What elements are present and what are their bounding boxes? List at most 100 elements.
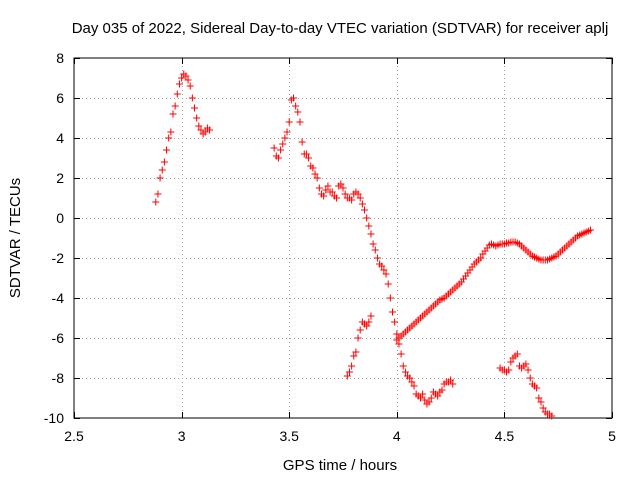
- data-point: [309, 164, 317, 172]
- data-point: [477, 254, 485, 262]
- data-point: [395, 340, 403, 348]
- y-tick-label: -2: [52, 250, 65, 266]
- data-point: [378, 262, 386, 270]
- data-point: [356, 326, 364, 334]
- axis-ticks: [74, 58, 613, 419]
- data-point: [171, 102, 179, 110]
- x-axis-title: GPS time / hours: [283, 457, 397, 474]
- x-tick-label: 4: [393, 428, 401, 444]
- series-track-1: [152, 70, 214, 206]
- data-point: [320, 192, 328, 200]
- data-point: [341, 190, 349, 198]
- data-point: [537, 398, 545, 406]
- data-point: [343, 372, 351, 380]
- data-point: [201, 128, 209, 136]
- data-point: [279, 140, 287, 148]
- data-point: [175, 80, 183, 88]
- data-point: [281, 134, 289, 142]
- data-point: [365, 318, 373, 326]
- data-point: [386, 294, 394, 302]
- data-point: [169, 110, 177, 118]
- data-point: [408, 378, 416, 386]
- y-tick-label: 4: [56, 130, 64, 146]
- data-point: [173, 90, 181, 98]
- series-track-4: [393, 226, 594, 344]
- data-point: [339, 184, 347, 192]
- data-point: [533, 384, 541, 392]
- data-point: [167, 128, 175, 136]
- data-point: [373, 254, 381, 262]
- data-point: [154, 190, 162, 198]
- data-point: [348, 196, 356, 204]
- data-point: [186, 82, 194, 90]
- data-point: [188, 94, 196, 102]
- data-point: [298, 138, 306, 146]
- data-point: [367, 230, 375, 238]
- data-point: [337, 180, 345, 188]
- data-point: [165, 134, 173, 142]
- data-point: [419, 390, 427, 398]
- y-tick-label: -6: [52, 330, 65, 346]
- data-point: [416, 394, 424, 402]
- data-point: [156, 174, 164, 182]
- x-tick-label: 3.5: [279, 428, 299, 444]
- data-point: [290, 94, 298, 102]
- series-track-3: [343, 312, 375, 380]
- data-point: [296, 118, 304, 126]
- data-point: [524, 366, 532, 374]
- data-point: [397, 350, 405, 358]
- data-point: [354, 190, 362, 198]
- chart-title: Day 035 of 2022, Sidereal Day-to-day VTE…: [72, 20, 609, 37]
- data-point: [586, 226, 594, 234]
- data-point: [522, 360, 530, 368]
- series-track-5: [496, 350, 556, 420]
- data-point: [270, 144, 278, 152]
- data-point: [535, 394, 543, 402]
- data-point: [160, 158, 168, 166]
- data-point: [399, 362, 407, 370]
- data-point: [333, 194, 341, 202]
- data-point: [328, 188, 336, 196]
- data-point: [391, 318, 399, 326]
- x-tick-label: 2.5: [64, 428, 84, 444]
- data-point: [315, 184, 323, 192]
- data-point: [367, 312, 375, 320]
- data-point: [363, 214, 371, 222]
- x-tick-labels: 2.5 3 3.5 4 4.5 5: [64, 428, 616, 444]
- data-point: [152, 198, 160, 206]
- data-point: [302, 150, 310, 158]
- data-point: [195, 122, 203, 130]
- data-point: [352, 348, 360, 356]
- data-point: [277, 146, 285, 154]
- y-axis-title: SDTVAR / TECUs: [7, 178, 24, 298]
- y-tick-label: 2: [56, 170, 64, 186]
- data-point: [191, 104, 199, 112]
- plot-frame: [73, 57, 613, 419]
- data-point: [363, 322, 371, 330]
- data-point: [434, 392, 442, 400]
- data-point: [193, 114, 201, 122]
- data-point: [384, 280, 392, 288]
- data-point: [274, 154, 282, 162]
- data-point: [197, 126, 205, 134]
- data-point: [427, 394, 435, 402]
- x-tick-label: 4.5: [495, 428, 515, 444]
- data-point: [449, 380, 457, 388]
- y-tick-label: 0: [56, 210, 64, 226]
- data-point: [356, 194, 364, 202]
- data-point: [285, 118, 293, 126]
- y-tick-label: 6: [56, 90, 64, 106]
- data-point: [178, 74, 186, 82]
- data-point: [438, 386, 446, 394]
- data-point: [354, 334, 362, 342]
- data-points: [152, 70, 594, 420]
- data-point: [206, 126, 214, 134]
- data-point: [313, 174, 321, 182]
- x-tick-label: 5: [608, 428, 616, 444]
- data-point: [505, 366, 513, 374]
- data-point: [447, 376, 455, 384]
- data-point: [393, 330, 401, 338]
- data-point: [401, 368, 409, 376]
- data-point: [324, 182, 332, 190]
- data-point: [158, 166, 166, 174]
